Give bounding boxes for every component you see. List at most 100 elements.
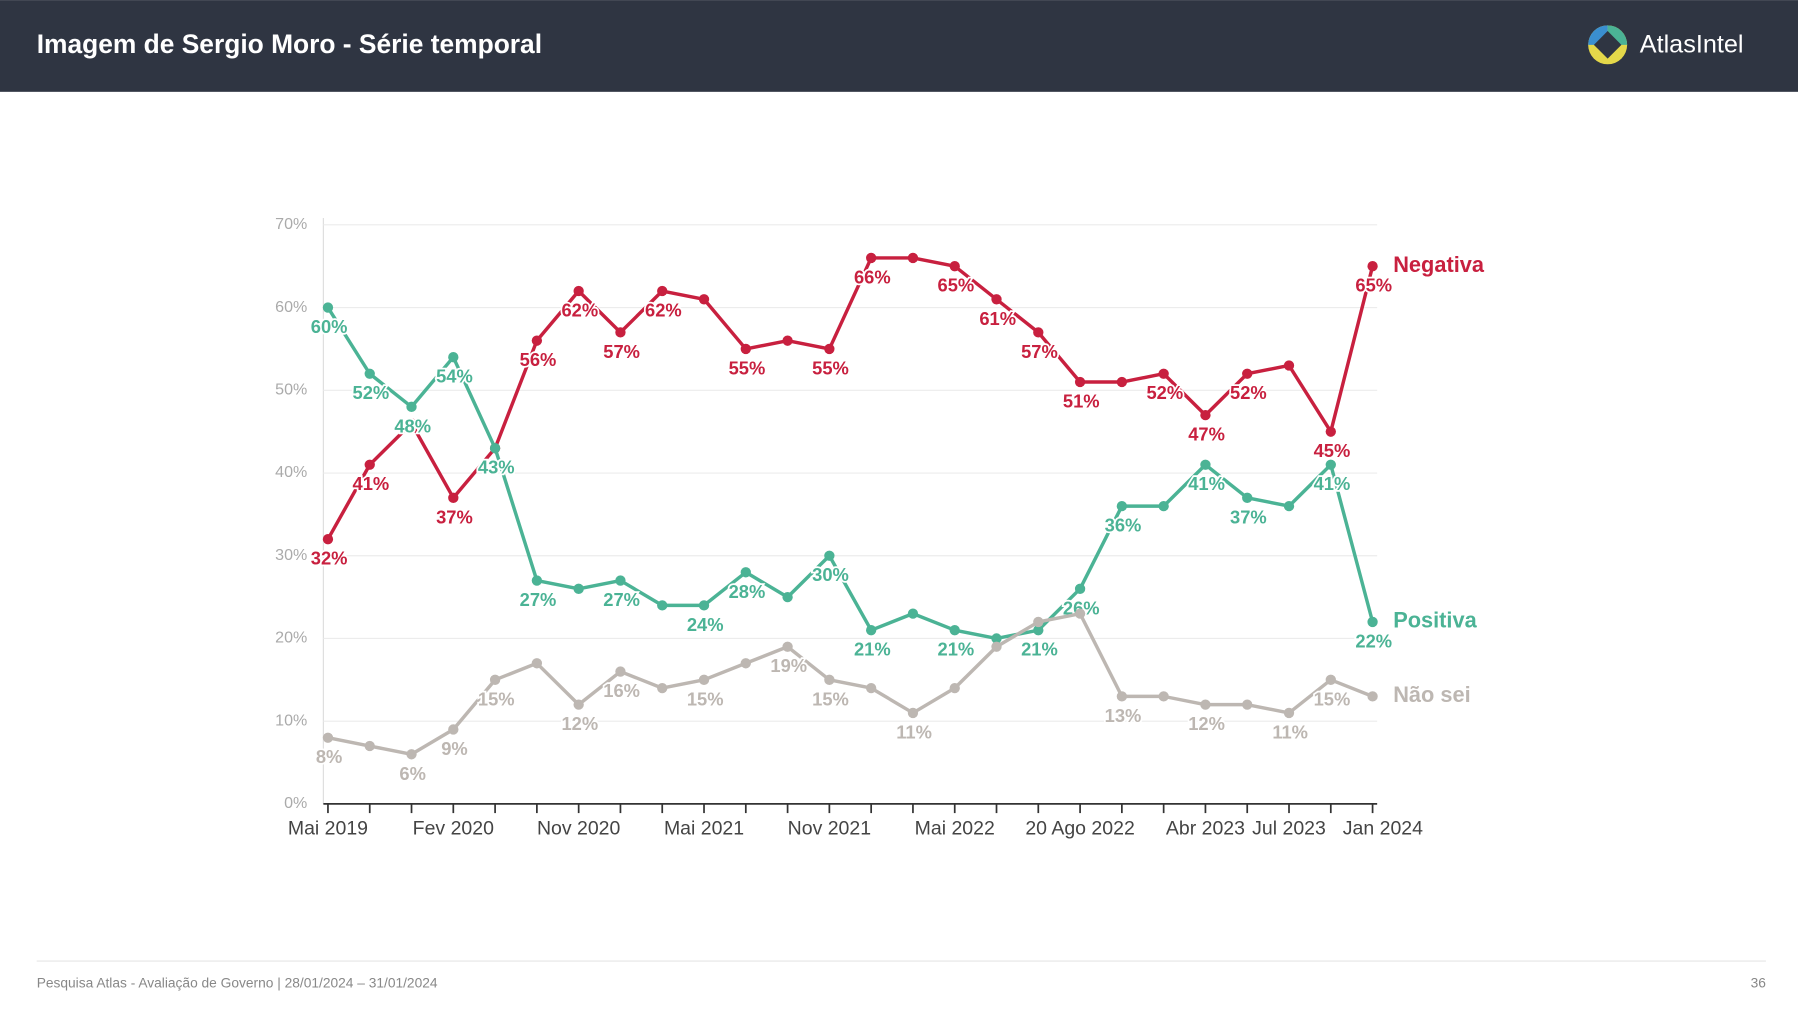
data-label: 15% xyxy=(1314,688,1351,709)
data-label: 11% xyxy=(1272,721,1308,742)
data-point xyxy=(740,658,751,669)
data-label: 37% xyxy=(436,506,473,527)
data-label: 43% xyxy=(478,457,515,478)
data-point xyxy=(573,583,584,594)
data-point xyxy=(1367,691,1378,702)
data-point xyxy=(322,534,334,545)
data-point xyxy=(1158,500,1169,512)
data-point xyxy=(1200,699,1211,710)
data-label: 37% xyxy=(1230,506,1267,527)
data-point xyxy=(615,666,626,677)
data-point xyxy=(698,600,710,611)
data-point xyxy=(1283,500,1295,512)
data-point xyxy=(740,343,751,355)
header-bar xyxy=(0,0,1798,92)
legend-label: Negativa xyxy=(1393,252,1485,277)
y-tick-label: 60% xyxy=(275,298,307,316)
footer-source: Pesquisa Atlas - Avaliação de Governo | … xyxy=(37,976,438,991)
x-tick-label: 20 Ago 2022 xyxy=(1025,817,1134,839)
x-tick-label: Mai 2021 xyxy=(664,817,744,839)
data-point xyxy=(531,575,543,586)
logo-icon xyxy=(1588,25,1628,65)
series-line xyxy=(326,306,1375,641)
data-point xyxy=(1283,707,1295,719)
x-tick-label: Abr 2023 xyxy=(1166,817,1245,839)
data-point xyxy=(949,261,960,272)
data-label: 65% xyxy=(1355,275,1392,296)
data-point xyxy=(1033,625,1044,636)
data-point xyxy=(1325,674,1336,685)
data-point xyxy=(364,740,375,752)
data-point xyxy=(824,674,835,685)
data-label: 55% xyxy=(812,357,849,378)
data-point xyxy=(907,252,919,264)
data-label: 41% xyxy=(1188,473,1225,494)
data-point xyxy=(448,724,459,735)
data-label: 6% xyxy=(399,763,425,784)
data-point xyxy=(991,641,1002,652)
data-label: 55% xyxy=(729,357,766,378)
data-point xyxy=(782,591,793,603)
data-point xyxy=(907,608,919,619)
data-point xyxy=(1200,459,1211,470)
data-label: 32% xyxy=(311,548,348,569)
x-tick-label: Jul 2023 xyxy=(1252,817,1326,839)
data-point xyxy=(698,294,710,305)
data-label: 66% xyxy=(854,266,891,287)
data-point xyxy=(1158,691,1169,702)
data-label: 13% xyxy=(1105,705,1142,726)
data-point xyxy=(1325,459,1336,470)
slide-title: Imagem de Sergio Moro - Série temporal xyxy=(37,29,542,59)
data-point xyxy=(1242,368,1253,379)
data-point xyxy=(322,732,334,743)
data-label: 57% xyxy=(603,341,640,362)
x-tick-label: Mai 2022 xyxy=(915,817,995,839)
legend-label: Positiva xyxy=(1393,608,1477,633)
data-label: 15% xyxy=(687,688,724,709)
y-tick-label: 30% xyxy=(275,546,307,564)
data-point xyxy=(1242,699,1253,710)
data-point xyxy=(865,252,877,264)
data-label: 52% xyxy=(1146,382,1183,403)
data-point xyxy=(489,443,501,454)
data-point xyxy=(489,674,501,685)
data-label: 21% xyxy=(854,639,891,660)
data-point xyxy=(824,550,835,561)
y-tick-label: 10% xyxy=(275,711,307,729)
y-tick-label: 50% xyxy=(275,381,307,399)
data-label: 9% xyxy=(441,738,467,759)
data-point xyxy=(782,641,793,652)
data-point xyxy=(1116,500,1128,512)
data-point xyxy=(406,749,417,760)
y-tick-label: 70% xyxy=(275,215,307,233)
data-label: 22% xyxy=(1355,630,1392,651)
data-point xyxy=(406,401,417,412)
data-label: 8% xyxy=(316,746,343,767)
y-tick-label: 0% xyxy=(284,794,307,812)
data-label: 56% xyxy=(520,349,557,370)
data-point xyxy=(824,343,835,355)
data-label: 54% xyxy=(436,366,473,387)
data-label: 62% xyxy=(645,300,682,321)
data-point xyxy=(949,682,960,694)
data-point xyxy=(1325,426,1336,437)
series-line xyxy=(326,256,1375,541)
legend-label: Não sei xyxy=(1393,682,1470,707)
data-label: 24% xyxy=(687,614,724,635)
data-label: 15% xyxy=(812,688,849,709)
data-point xyxy=(1074,376,1086,388)
data-label: 52% xyxy=(353,382,390,403)
data-point xyxy=(907,707,919,719)
data-label: 57% xyxy=(1021,341,1058,362)
data-point xyxy=(1367,261,1378,272)
data-label: 60% xyxy=(311,316,348,337)
data-label: 12% xyxy=(561,713,598,734)
data-label: 41% xyxy=(353,473,390,494)
data-point xyxy=(991,633,1002,644)
x-tick-label: Nov 2020 xyxy=(537,817,621,839)
x-tick-label: Fev 2020 xyxy=(413,817,494,839)
data-point xyxy=(615,575,626,586)
x-tick-label: Mai 2019 xyxy=(288,817,368,839)
data-point xyxy=(949,625,960,636)
